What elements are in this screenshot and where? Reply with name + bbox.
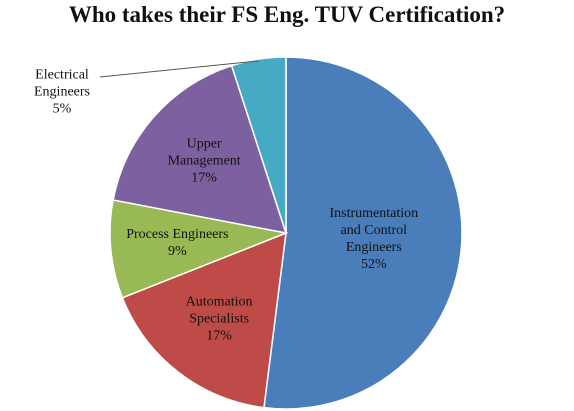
value-label: 9% xyxy=(168,244,187,260)
category-label: Automation Specialists xyxy=(185,294,253,327)
pie-slice xyxy=(263,56,463,410)
category-label: Instrumentation and Control Engineers xyxy=(329,205,419,255)
slice-label: Electrical Engineers 5% xyxy=(34,67,90,118)
value-label: 17% xyxy=(191,170,217,186)
category-label: Electrical Engineers xyxy=(34,67,90,100)
value-label: 5% xyxy=(52,101,72,117)
leader-line xyxy=(99,60,259,78)
chart-title: Who takes their FS Eng. TUV Certificatio… xyxy=(68,2,506,27)
pie-slice xyxy=(112,64,288,234)
slice-label: Automation Specialists 17% xyxy=(186,294,253,345)
slice-label: Upper Management 17% xyxy=(168,135,241,186)
category-label: Upper Management xyxy=(167,136,241,169)
pie-slice xyxy=(109,199,289,299)
pie-slice xyxy=(230,56,287,234)
value-label: 52% xyxy=(360,256,387,272)
value-label: 17% xyxy=(206,328,232,344)
slice-label: Instrumentation and Control Engineers 52% xyxy=(329,205,418,273)
pie-slice xyxy=(121,231,287,409)
slice-label: Process Engineers 9% xyxy=(126,226,228,260)
category-label: Process Engineers xyxy=(126,227,229,243)
